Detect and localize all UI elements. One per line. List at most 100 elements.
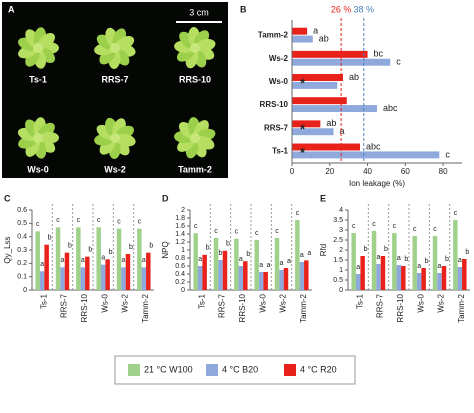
significance-letter: b — [219, 250, 223, 257]
reference-label: 38 % — [354, 4, 375, 14]
bar — [263, 272, 268, 290]
bar — [39, 271, 45, 290]
bar — [292, 105, 377, 113]
y-tick-label: 1.2 — [175, 239, 185, 246]
significance-letter: c — [393, 223, 397, 230]
significance-letter: a — [101, 255, 105, 262]
bar — [432, 236, 438, 290]
y-tick-label: Ws-2 — [269, 54, 289, 63]
bar — [453, 220, 458, 290]
x-tick-label: Tamm-2 — [457, 293, 466, 322]
significance-letter: b — [465, 249, 469, 256]
y-tick-label: 2 — [339, 247, 343, 254]
rosette-center — [190, 43, 200, 53]
panel-label: D — [162, 193, 169, 203]
legend-label: 4 °C R20 — [300, 364, 337, 374]
bar — [401, 266, 406, 290]
y-tick-label: 1.5 — [333, 257, 343, 264]
bar — [283, 268, 289, 290]
significance-letter: a — [300, 252, 304, 259]
significance-letter: ab — [326, 118, 336, 128]
bar — [292, 81, 338, 89]
significance-letter: b — [226, 241, 230, 248]
x-tick-label: Ws-0 — [258, 293, 267, 312]
significance-letter: a — [340, 126, 345, 136]
y-tick-label: 1.4 — [175, 231, 185, 238]
leaf — [115, 134, 136, 147]
y-tick-label: 0.5 — [17, 220, 27, 227]
plants — [17, 27, 216, 159]
significance-letter: ab — [319, 33, 329, 43]
significance-letter: a — [142, 257, 146, 264]
y-axis-label: Rfd — [319, 244, 328, 256]
y-tick-label: 0.3 — [17, 247, 27, 254]
bar — [292, 143, 360, 151]
significance-letter: c — [36, 221, 40, 228]
y-tick-label: 1.6 — [175, 223, 185, 230]
significance-letter: b — [364, 246, 368, 253]
significance-letter: b — [109, 249, 113, 256]
bar — [35, 231, 40, 290]
bar — [146, 252, 151, 290]
significance-letter: a — [239, 256, 243, 263]
significance-letter: c — [372, 221, 376, 228]
x-tick-label: 80 — [439, 167, 448, 176]
bar — [238, 266, 244, 290]
significance-letter: a — [458, 257, 462, 264]
significance-letter: c — [138, 219, 142, 226]
significance-letter: a — [40, 261, 44, 268]
y-tick-label: Tamm-2 — [258, 31, 289, 40]
x-tick-label: Ws-0 — [100, 293, 109, 312]
plant-label: Ws-2 — [104, 164, 126, 174]
bar — [360, 256, 365, 290]
significance-letter: ab — [349, 72, 359, 82]
significance-letter: c — [255, 230, 259, 237]
bar — [299, 262, 305, 290]
y-tick-label: Ws-0 — [269, 77, 289, 86]
significance-letter: c — [214, 228, 218, 235]
significance-letter: c — [235, 229, 239, 236]
bar — [60, 267, 65, 290]
y-tick-label: 0 — [23, 287, 27, 294]
x-tick-label: 0 — [290, 167, 295, 176]
x-tick-label: Tamm-2 — [141, 293, 150, 322]
y-tick-label: 1 — [181, 247, 185, 254]
x-tick-label: Tamm-2 — [299, 293, 308, 322]
bar — [292, 120, 321, 128]
y-tick-label: 1.8 — [175, 215, 185, 222]
bar — [96, 227, 101, 290]
y-tick-label: RRS-7 — [264, 123, 289, 132]
y-tick-label: 0.4 — [17, 234, 27, 241]
significance-letter: c — [296, 210, 300, 217]
asterisk: * — [300, 145, 306, 160]
significance-letter: c — [56, 217, 60, 224]
plant-label: Tamm-2 — [178, 164, 212, 174]
panel-label: E — [320, 193, 326, 203]
bar — [258, 272, 264, 290]
significance-letter: a — [356, 264, 360, 271]
bar — [416, 273, 422, 290]
bar — [141, 267, 147, 290]
significance-letter: b — [404, 256, 408, 263]
significance-letter: abc — [366, 141, 381, 151]
significance-letter: c — [275, 228, 279, 235]
bar — [44, 244, 49, 290]
bar — [462, 259, 467, 290]
significance-letter: a — [313, 26, 318, 36]
y-tick-label: 0.2 — [175, 279, 185, 286]
y-tick-label: 0.8 — [175, 255, 185, 262]
y-tick-label: 0.2 — [17, 260, 27, 267]
x-axis-label: Ion leakage (%) — [349, 179, 405, 188]
y-tick-label: 3.5 — [333, 217, 343, 224]
bar — [292, 128, 334, 136]
significance-letter: c — [413, 226, 417, 233]
bar — [292, 58, 391, 66]
leaf — [115, 35, 135, 51]
bar — [202, 254, 207, 290]
x-tick-label: Ws-2 — [437, 293, 446, 312]
plant-label: Ts-1 — [29, 74, 47, 84]
panel-label: A — [8, 4, 15, 14]
bar — [292, 74, 343, 81]
bar — [137, 228, 142, 290]
bar — [421, 268, 426, 290]
